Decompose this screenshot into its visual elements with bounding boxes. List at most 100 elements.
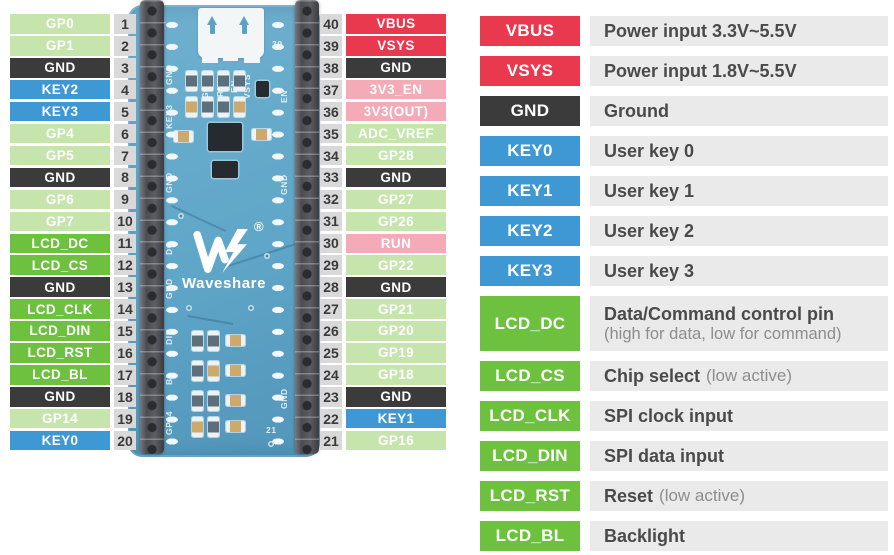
pin-label: LCD_BL (10, 365, 110, 385)
silkscreen-text: GND (164, 64, 174, 85)
through-hole-pads-left (161, 13, 183, 459)
pin-number: 16 (114, 343, 136, 363)
legend-description: User key 3 (590, 256, 888, 286)
legend-pin-badge: LCD_DC (480, 296, 580, 351)
smd-component (226, 365, 245, 376)
pin-row-gp5: GP5 7 (10, 145, 136, 166)
pin-number: 10 (114, 211, 136, 232)
pin-row-lcd_cs: LCD_CS 12 (10, 255, 136, 275)
pin-row-gp1: GP1 2 (10, 36, 136, 56)
silkscreen-text: 39 (272, 39, 283, 49)
pin-label: VSYS (346, 36, 446, 56)
pin-row-lcd_bl: LCD_BL 17 (10, 365, 136, 385)
legend-table: VBUS Power input 3.3V~5.5V VSYS Power input… (480, 16, 888, 555)
legend-pin-badge: VBUS (480, 16, 580, 46)
smd-component (202, 71, 213, 91)
pin-number: 8 (114, 167, 136, 188)
pin-number: 38 (320, 58, 342, 78)
legend-pin-badge: GND (480, 96, 580, 126)
pin-label: GP22 (346, 255, 446, 275)
pin-number: 26 (320, 321, 342, 341)
pin-number: 37 (320, 79, 342, 100)
pin-label: KEY0 (10, 430, 110, 451)
pin-label: GP5 (10, 145, 110, 166)
smd-component (192, 391, 203, 411)
pin-label: GP20 (346, 321, 446, 341)
legend-pin-badge: KEY0 (480, 136, 580, 166)
pin-label: KEY2 (10, 79, 110, 100)
pin-number: 3 (114, 58, 136, 78)
smd-component (218, 97, 229, 117)
smd-component (202, 97, 213, 117)
pin-row-3v3(out): 36 3V3(OUT) (320, 101, 446, 122)
pin-label: GND (10, 167, 110, 188)
silkscreen-text: GND (164, 278, 174, 299)
legend-description: Ground (590, 96, 888, 126)
smd-component (226, 421, 245, 432)
pin-row-lcd_clk: LCD_CLK 14 (10, 299, 136, 319)
pin-row-gnd: GND 13 (10, 277, 136, 297)
pin-row-gnd: 33 GND (320, 167, 446, 188)
pin-row-key1: 22 KEY1 (320, 408, 446, 429)
smd-component (208, 123, 242, 151)
pin-number: 35 (320, 123, 342, 144)
legend-row-lcd_bl: LCD_BL Backlight (480, 521, 888, 551)
pin-header-left (140, 0, 164, 454)
legend-description-main: Chip select (604, 365, 701, 386)
smd-component (248, 305, 254, 311)
pin-number: 11 (114, 233, 136, 253)
pin-row-gp0: GP0 1 (10, 14, 136, 34)
pin-label: 3V3_EN (346, 79, 446, 100)
smd-component (208, 331, 219, 351)
pin-label: GND (10, 387, 110, 407)
legend-pin-badge: LCD_BL (480, 521, 580, 551)
legend-description-main: User key 3 (604, 260, 695, 281)
legend-description: Data/Command control pin (high for data, … (590, 296, 888, 351)
smd-component (268, 441, 274, 447)
legend-description: User key 1 (590, 176, 888, 206)
pin-row-gp22: 29 GP22 (320, 255, 446, 275)
legend-description-note: (high for data, low for command) (604, 325, 842, 343)
pin-label: GND (10, 58, 110, 78)
pin-label: GP1 (10, 36, 110, 56)
pin-number: 21 (320, 430, 342, 451)
silkscreen-text: GND (279, 388, 289, 409)
legend-description-main: SPI data input (604, 445, 725, 466)
smd-component (234, 71, 245, 91)
pin-number: 25 (320, 343, 342, 363)
pin-row-gnd: GND 8 (10, 167, 136, 188)
silkscreen-text: GP14 (164, 410, 174, 435)
pin-label: RUN (346, 233, 446, 253)
waveshare-logo-text: Waveshare (181, 275, 267, 292)
pin-number: 12 (114, 255, 136, 275)
pin-number: 23 (320, 387, 342, 407)
pin-number: 17 (114, 365, 136, 385)
smd-component (264, 253, 270, 259)
pin-row-gp4: GP4 6 (10, 123, 136, 144)
pin-label: LCD_RST (10, 343, 110, 363)
smd-component (234, 97, 245, 117)
pin-label: LCD_DC (10, 233, 110, 253)
legend-description-note: (low active) (706, 366, 792, 385)
legend-row-lcd_din: LCD_DIN SPI data input (480, 441, 888, 471)
pin-row-vsys: 39 VSYS (320, 36, 446, 56)
smd-component (186, 97, 197, 117)
pin-number: 30 (320, 233, 342, 253)
legend-row-key1: KEY1 User key 1 (480, 176, 888, 206)
pin-number: 1 (114, 14, 136, 34)
legend-description: Chip select (low active) (590, 361, 888, 391)
legend-description-note: (low active) (659, 486, 745, 505)
silkscreen-text: EN (279, 89, 289, 103)
pin-label: VBUS (346, 14, 446, 34)
pin-label: KEY1 (346, 408, 446, 429)
pin-number: 32 (320, 189, 342, 210)
legend-description-main: SPI clock input (604, 405, 734, 426)
waveshare-logo: ® Waveshare (128, 215, 320, 292)
usb-tab (202, 57, 218, 63)
pin-number: 7 (114, 145, 136, 166)
pin-number: 18 (114, 387, 136, 407)
pin-column-right: 40 VBUS 39 VSYS 38 GND 37 3V3_EN 36 3V3(OUT) 35 ADC… (320, 0, 446, 460)
pin-number: 28 (320, 277, 342, 297)
pin-row-lcd_dc: LCD_DC 11 (10, 233, 136, 253)
